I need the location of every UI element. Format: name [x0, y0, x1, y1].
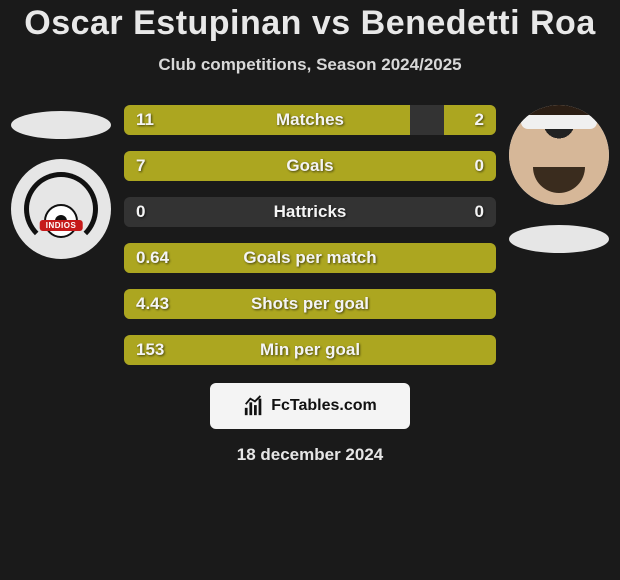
- stat-row: 153Min per goal: [124, 335, 496, 365]
- stat-row: 4.43Shots per goal: [124, 289, 496, 319]
- stat-label: Matches: [124, 105, 496, 135]
- comparison-card: Oscar Estupinan vs Benedetti Roa Club co…: [0, 0, 620, 465]
- chart-icon: [243, 395, 265, 417]
- stat-row: 00Hattricks: [124, 197, 496, 227]
- indios-badge-icon: INDIOS: [24, 172, 98, 246]
- stat-label: Shots per goal: [124, 289, 496, 319]
- stat-row: 112Matches: [124, 105, 496, 135]
- subtitle: Club competitions, Season 2024/2025: [0, 55, 620, 75]
- main-area: INDIOS 112Matches 70Goals 00Hattricks 0.64G…: [0, 105, 620, 365]
- stat-row: 0.64Goals per match: [124, 243, 496, 273]
- left-player-col: INDIOS: [6, 105, 116, 365]
- left-team-badge: INDIOS: [11, 159, 111, 259]
- stat-label: Hattricks: [124, 197, 496, 227]
- left-player-avatar-placeholder: [11, 111, 111, 139]
- page-title: Oscar Estupinan vs Benedetti Roa: [0, 4, 620, 43]
- stat-label: Min per goal: [124, 335, 496, 365]
- footer-date: 18 december 2024: [0, 445, 620, 465]
- stat-label: Goals per match: [124, 243, 496, 273]
- stat-row: 70Goals: [124, 151, 496, 181]
- right-team-badge-placeholder: [509, 225, 609, 253]
- attribution-text: FcTables.com: [271, 397, 377, 415]
- attribution-badge: FcTables.com: [210, 383, 410, 429]
- stat-label: Goals: [124, 151, 496, 181]
- right-player-avatar: [509, 105, 609, 205]
- badge-label: INDIOS: [40, 220, 83, 231]
- stats-bars: 112Matches 70Goals 00Hattricks 0.64Goals pe…: [124, 105, 496, 365]
- player-face-icon: [509, 105, 609, 205]
- right-player-col: [504, 105, 614, 365]
